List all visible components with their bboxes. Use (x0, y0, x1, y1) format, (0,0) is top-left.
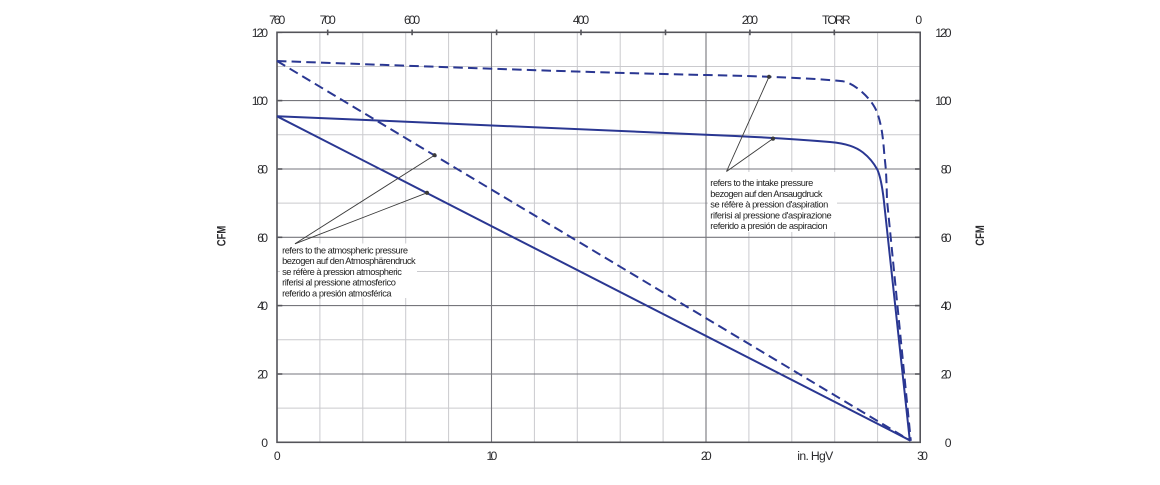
svg-text:400: 400 (573, 13, 589, 27)
svg-text:100: 100 (935, 94, 951, 108)
svg-text:20: 20 (257, 367, 268, 381)
svg-text:40: 40 (941, 299, 952, 313)
svg-text:bezogen auf den Ansaugdruck: bezogen auf den Ansaugdruck (710, 189, 823, 199)
svg-text:30: 30 (917, 449, 928, 463)
svg-text:20: 20 (701, 449, 712, 463)
svg-text:120: 120 (935, 26, 951, 40)
svg-text:100: 100 (252, 94, 268, 108)
svg-text:200: 200 (742, 13, 758, 27)
svg-text:60: 60 (941, 231, 952, 245)
svg-text:se réfère à pression d'aspirat: se réfère à pression d'aspiration (710, 200, 828, 210)
svg-text:refers to the intake pressure: refers to the intake pressure (710, 178, 813, 188)
svg-text:0: 0 (274, 449, 281, 463)
svg-text:referido a presión de aspiraci: referido a presión de aspiracion (710, 221, 827, 231)
svg-text:TORR: TORR (822, 13, 851, 27)
svg-text:CFM: CFM (217, 226, 229, 247)
svg-text:20: 20 (941, 367, 952, 381)
svg-text:80: 80 (257, 162, 268, 176)
svg-text:40: 40 (257, 299, 268, 313)
svg-text:760: 760 (269, 13, 285, 27)
svg-text:0: 0 (945, 436, 952, 450)
svg-text:80: 80 (941, 162, 952, 176)
svg-text:600: 600 (404, 13, 420, 27)
svg-text:in. HgV: in. HgV (797, 449, 834, 463)
svg-text:riferisi al pressione atmosfer: riferisi al pressione atmosferico (282, 278, 396, 288)
svg-text:120: 120 (252, 26, 268, 40)
svg-text:10: 10 (487, 449, 498, 463)
svg-text:bezogen auf den Atmosphärendru: bezogen auf den Atmosphärendruck (282, 256, 416, 266)
svg-text:se réfère à pression atmospher: se réfère à pression atmospheric (282, 267, 402, 277)
svg-text:CFM: CFM (975, 225, 987, 246)
svg-text:700: 700 (320, 13, 336, 27)
svg-text:riferisi al pressione d'aspira: riferisi al pressione d'aspirazione (710, 210, 831, 220)
svg-text:refers to the atmospheric pres: refers to the atmospheric pressure (282, 245, 408, 255)
svg-text:referido a presión atmosférica: referido a presión atmosférica (282, 288, 392, 298)
svg-text:60: 60 (257, 231, 268, 245)
svg-text:0: 0 (915, 13, 922, 27)
svg-text:0: 0 (261, 436, 268, 450)
